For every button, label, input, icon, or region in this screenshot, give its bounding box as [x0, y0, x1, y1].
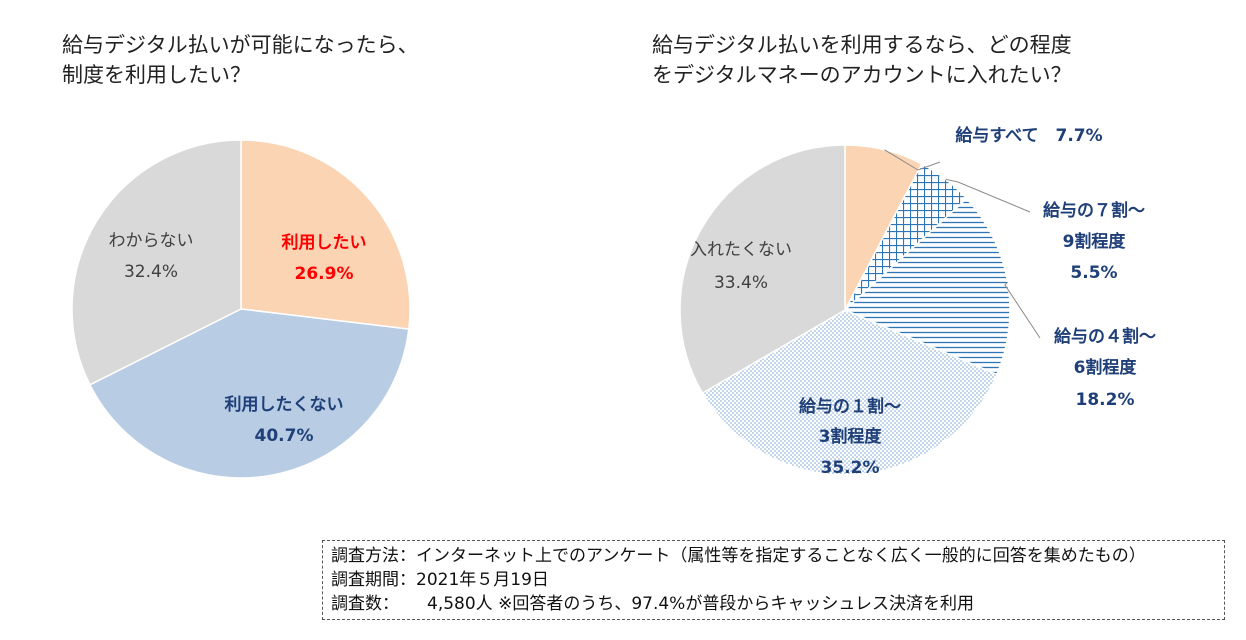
- left-slice-label: わからない: [109, 231, 194, 251]
- left-slice-value: 40.7%: [255, 426, 314, 446]
- note-period-value: 2021年５月19日: [416, 570, 549, 590]
- right-slice-label: 3割程度: [819, 426, 883, 447]
- right-pie-slice: [701, 309, 998, 476]
- note-count-value: 4,580人 ※回答者のうち、97.4%が普段からキャッシュレス決済を利用: [427, 594, 974, 614]
- right-chart-title: 給与デジタル払いを利用するなら、どの程度 をデジタルマネーのアカウントに入れたい…: [652, 30, 1072, 90]
- left-pie-slice: [240, 139, 411, 330]
- note-count-row: 調査数： 4,580人 ※回答者のうち、97.4%が普段からキャッシュレス決済を利…: [331, 592, 1224, 616]
- right-pie-slice: [679, 144, 846, 395]
- right-slice-value: 35.2%: [821, 458, 880, 478]
- right-slice-value: 18.2%: [1076, 390, 1135, 410]
- left-slice-value: 26.9%: [295, 264, 354, 284]
- right-slice-label: 給与の１割～: [799, 396, 901, 417]
- right-chart-title-line2: をデジタルマネーのアカウントに入れたい？: [652, 63, 1072, 87]
- right-slice-label: 9割程度: [1063, 231, 1127, 252]
- right-slice-label: 6割程度: [1074, 357, 1138, 378]
- note-method-key: 調査方法：: [331, 546, 416, 566]
- right-slice-label: 給与の４割～: [1054, 326, 1156, 347]
- left-pie-slice: [71, 139, 242, 386]
- survey-note: 調査方法：インターネット上でのアンケート（属性等を指定することなく広く一般的に回…: [322, 540, 1225, 620]
- right-slice-value: 5.5%: [1070, 263, 1117, 283]
- left-slice-value: 32.4%: [124, 262, 178, 282]
- note-count-key: 調査数：: [331, 594, 399, 614]
- left-chart-title-line1: 給与デジタル払いが可能になったら、: [62, 33, 419, 57]
- leader-line: [1004, 281, 1041, 339]
- note-method-row: 調査方法：インターネット上でのアンケート（属性等を指定することなく広く一般的に回…: [331, 544, 1224, 568]
- right-slice-label: 給与の７割～: [1043, 200, 1145, 221]
- left-slice-label: 利用したい: [282, 232, 367, 253]
- left-chart-title: 給与デジタル払いが可能になったら、 制度を利用したい？: [62, 30, 419, 90]
- right-pie: 給与すべて 7.7% 給与の７割～ 9割程度 5.5% 給与の４割～ 6割程度 18.2% 給…: [679, 125, 1156, 478]
- left-slice-label: 利用したくない: [225, 394, 344, 415]
- leader-line: [945, 178, 1031, 213]
- note-method-value: インターネット上でのアンケート（属性等を指定することなく広く一般的に回答を集めた…: [416, 546, 1146, 566]
- right-slice-value: 33.4%: [714, 273, 768, 293]
- leader-line: [884, 149, 941, 171]
- note-period-row: 調査期間：2021年５月19日: [331, 568, 1224, 592]
- right-chart-title-line1: 給与デジタル払いを利用するなら、どの程度: [652, 33, 1072, 57]
- left-chart-title-line2: 制度を利用したい？: [62, 63, 251, 87]
- right-slice-label: 入れたくない: [690, 240, 792, 260]
- right-slice-label: 給与すべて 7.7%: [955, 125, 1102, 146]
- note-period-key: 調査期間：: [331, 570, 416, 590]
- left-pie-slice: [88, 308, 410, 479]
- left-pie: 利用したい 26.9% 利用したくない 40.7% わからない 32.4%: [71, 139, 411, 479]
